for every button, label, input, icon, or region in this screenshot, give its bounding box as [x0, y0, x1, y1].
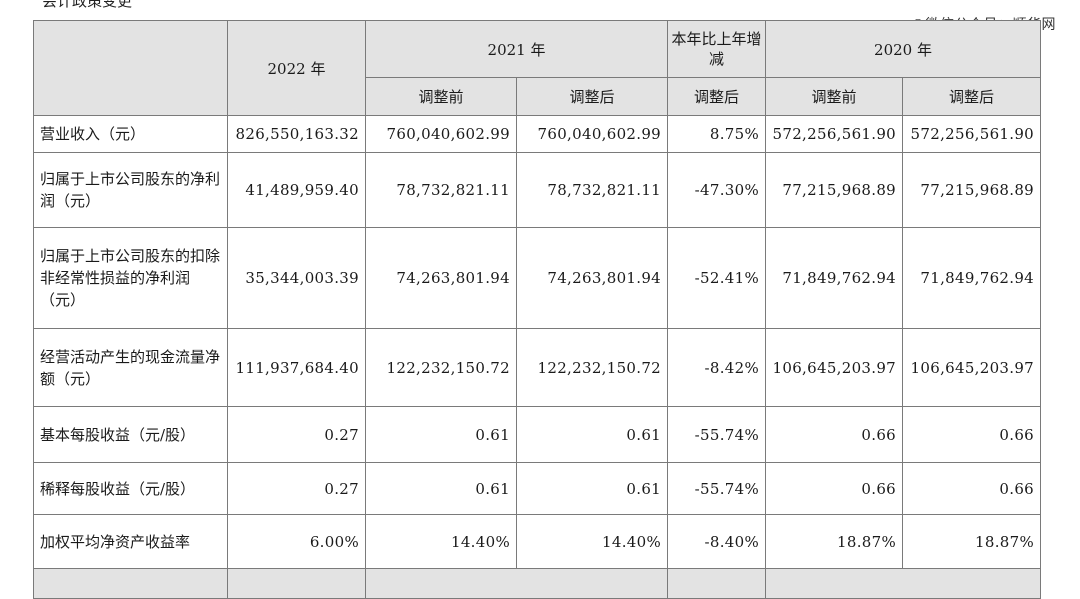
cell-2020-before: 0.66 — [765, 462, 904, 515]
financial-table: 2022 年 2021 年 本年比上年增减 2020 年 调整前 调整后 调整后… — [33, 20, 1042, 599]
cell-2021-after: 0.61 — [515, 462, 669, 515]
cell-2020-after: 106,645,203.97 — [902, 328, 1042, 407]
cell-yoy: 8.75% — [667, 115, 767, 153]
cell-2020-after: 77,215,968.89 — [902, 152, 1042, 228]
cell-2021-before: 0.61 — [365, 462, 517, 515]
header-row-years: 2022 年 2021 年 本年比上年增减 2020 年 — [33, 20, 1042, 116]
header-2021-before: 调整前 — [365, 77, 517, 116]
partial-cell — [227, 568, 366, 599]
cell-2020-after: 0.66 — [902, 462, 1042, 515]
partial-cell — [667, 568, 767, 599]
header-yoy-after: 调整后 — [667, 77, 767, 116]
header-2021: 2021 年 — [364, 20, 669, 78]
section-caption: 会计政策变更 — [42, 0, 133, 10]
cell-2021-before: 14.40% — [365, 514, 517, 569]
cell-2021-after: 760,040,602.99 — [515, 115, 669, 153]
cell-2022: 0.27 — [227, 406, 366, 463]
table-row: 归属于上市公司股东的扣除非经常性损益的净利润（元） 35,344,003.39 … — [33, 227, 1042, 329]
cell-2022: 35,344,003.39 — [227, 227, 366, 329]
cell-2020-before: 106,645,203.97 — [765, 328, 904, 407]
header-2021-after: 调整后 — [515, 77, 669, 116]
table-row: 稀释每股收益（元/股） 0.27 0.61 0.61 -55.74% 0.66 … — [33, 462, 1042, 515]
partial-cell — [33, 568, 228, 599]
cell-2021-before: 760,040,602.99 — [365, 115, 517, 153]
table-row: 经营活动产生的现金流量净额（元） 111,937,684.40 122,232,… — [33, 328, 1042, 407]
cell-2021-after: 0.61 — [515, 406, 669, 463]
header-blank-cell — [33, 20, 228, 116]
header-2020: 2020 年 — [765, 20, 1042, 78]
cell-yoy: -55.74% — [667, 406, 767, 463]
partial-cell — [364, 568, 669, 599]
table-row: 营业收入（元） 826,550,163.32 760,040,602.99 76… — [33, 115, 1042, 153]
cell-yoy: -47.30% — [667, 152, 767, 228]
cell-2020-after: 0.66 — [902, 406, 1042, 463]
cell-yoy: -55.74% — [667, 462, 767, 515]
cell-yoy: -8.40% — [667, 514, 767, 569]
header-2020-after: 调整后 — [902, 77, 1042, 116]
table-row: 加权平均净资产收益率 6.00% 14.40% 14.40% -8.40% 18… — [33, 514, 1042, 569]
cell-2021-before: 74,263,801.94 — [365, 227, 517, 329]
cell-2022: 41,489,959.40 — [227, 152, 366, 228]
cell-2020-before: 77,215,968.89 — [765, 152, 904, 228]
cell-2021-before: 122,232,150.72 — [365, 328, 517, 407]
table-row-partial — [33, 568, 1042, 599]
cell-2020-before: 18.87% — [765, 514, 904, 569]
row-label: 基本每股收益（元/股） — [33, 406, 228, 463]
cell-2022: 826,550,163.32 — [227, 115, 366, 153]
partial-cell — [765, 568, 1042, 599]
cell-2021-after: 78,732,821.11 — [515, 152, 669, 228]
cell-2020-after: 572,256,561.90 — [902, 115, 1042, 153]
header-row-sub: 调整前 调整后 调整后 调整前 调整后 — [34, 77, 1042, 116]
cell-2020-before: 572,256,561.90 — [765, 115, 904, 153]
row-label: 营业收入（元） — [33, 115, 228, 153]
row-label: 经营活动产生的现金流量净额（元） — [33, 328, 228, 407]
cell-2021-before: 78,732,821.11 — [365, 152, 517, 228]
cell-2022: 6.00% — [227, 514, 366, 569]
row-label: 归属于上市公司股东的净利润（元） — [33, 152, 228, 228]
table-row: 基本每股收益（元/股） 0.27 0.61 0.61 -55.74% 0.66 … — [33, 406, 1042, 463]
cell-yoy: -52.41% — [667, 227, 767, 329]
cell-yoy: -8.42% — [667, 328, 767, 407]
header-yoy: 本年比上年增减 — [667, 20, 767, 78]
cell-2021-before: 0.61 — [365, 406, 517, 463]
table-row: 归属于上市公司股东的净利润（元） 41,489,959.40 78,732,82… — [33, 152, 1042, 228]
cell-2020-before: 0.66 — [765, 406, 904, 463]
cell-2020-before: 71,849,762.94 — [765, 227, 904, 329]
cell-2021-after: 14.40% — [515, 514, 669, 569]
cell-2022: 111,937,684.40 — [227, 328, 366, 407]
cell-2020-after: 71,849,762.94 — [902, 227, 1042, 329]
header-2020-before: 调整前 — [765, 77, 904, 116]
header-2022: 2022 年 — [227, 20, 366, 116]
cell-2021-after: 74,263,801.94 — [515, 227, 669, 329]
cell-2022: 0.27 — [227, 462, 366, 515]
row-label: 加权平均净资产收益率 — [33, 514, 228, 569]
cell-2021-after: 122,232,150.72 — [515, 328, 669, 407]
row-label: 归属于上市公司股东的扣除非经常性损益的净利润（元） — [33, 227, 228, 329]
cell-2020-after: 18.87% — [902, 514, 1042, 569]
row-label: 稀释每股收益（元/股） — [33, 462, 228, 515]
